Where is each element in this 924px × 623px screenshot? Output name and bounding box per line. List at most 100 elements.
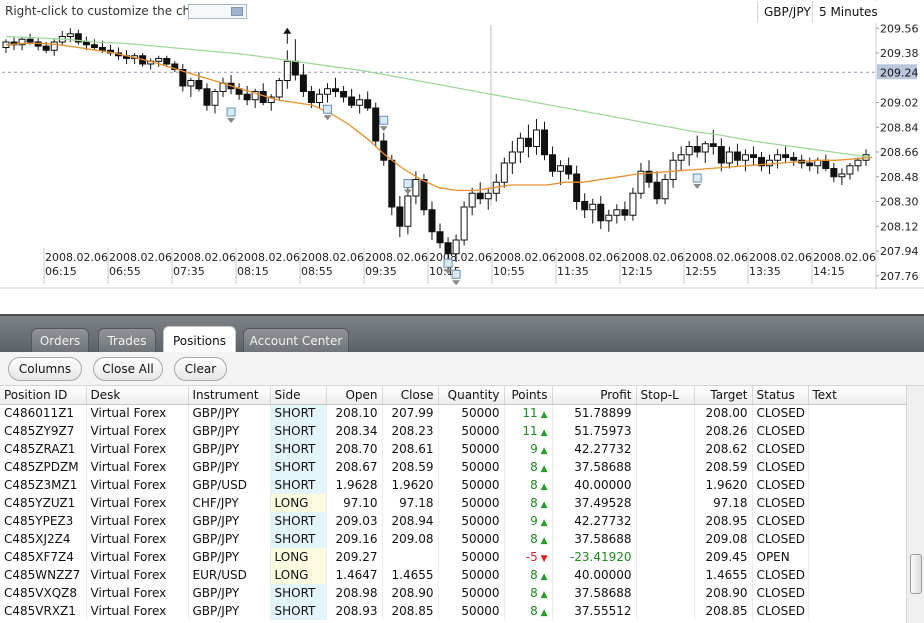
candle-up — [267, 96, 275, 103]
symbol-label[interactable]: GBP/JPY — [757, 1, 817, 23]
cell-side: SHORT — [270, 476, 327, 494]
points-value: 9 — [530, 442, 538, 456]
table-row[interactable]: C485ZY9Z7 Virtual Forex GBP/JPY SHORT 208.34… — [0, 422, 906, 440]
column-header[interactable]: Target — [694, 386, 753, 405]
cell-id: C485WNZZ7 — [0, 566, 87, 584]
price-chart[interactable]: 209.56 209.38 209.02 208.84 208.66 208.48 208.… — [0, 0, 924, 314]
cell-target: 209.08 — [694, 530, 753, 548]
timeframe-label[interactable]: 5 Minutes — [812, 1, 884, 23]
table-row[interactable]: C485WNZZ7 Virtual Forex EUR/USD LONG 1.4647 1… — [0, 566, 906, 584]
cell-status: CLOSED — [752, 404, 809, 422]
sell-marker-icon — [403, 189, 412, 195]
column-header[interactable]: Open — [326, 386, 383, 405]
cell-status: CLOSED — [752, 584, 809, 602]
candle-up — [838, 173, 846, 178]
points-value: 11 — [522, 406, 538, 421]
price-tick-label: 208.12 — [880, 220, 919, 233]
candle-up — [500, 162, 508, 183]
trade-marker-box — [379, 115, 389, 125]
tab-account-center[interactable]: Account Center — [243, 328, 349, 354]
candle-down — [42, 45, 50, 51]
tab-trades[interactable]: Trades — [98, 328, 156, 354]
cell-stop — [636, 440, 695, 458]
cell-side: LONG — [270, 566, 327, 584]
chart-options-dropdown-icon[interactable] — [231, 7, 243, 16]
column-header[interactable]: Side — [270, 386, 327, 405]
time-label-time: 08:15 — [237, 265, 269, 278]
candle-up — [508, 151, 516, 164]
chart-options-box[interactable] — [188, 4, 247, 19]
time-label-date: 2008.02.06 — [365, 251, 428, 264]
table-vertical-scrollbar[interactable] — [906, 386, 924, 623]
candle-down — [74, 33, 82, 43]
table-row[interactable]: C485XF7Z4 Virtual Forex GBP/JPY LONG 209.27 5… — [0, 548, 906, 566]
points-value: -5 — [525, 550, 538, 564]
clear-button[interactable]: Clear — [174, 357, 227, 381]
table-row[interactable]: C485Z3MZ1 Virtual Forex GBP/USD SHORT 1.9628… — [0, 476, 906, 494]
cell-points: 8 ▲ — [504, 494, 553, 512]
candle-down — [573, 173, 581, 202]
candle-up — [701, 143, 709, 153]
table-row[interactable]: C485ZRAZ1 Virtual Forex GBP/JPY SHORT 208.70… — [0, 440, 906, 458]
cell-side: SHORT — [270, 422, 327, 440]
table-row[interactable]: C485ZPDZM Virtual Forex GBP/JPY SHORT 208.67… — [0, 458, 906, 476]
tab-orders[interactable]: Orders — [31, 328, 89, 354]
cell-id: C485XJ2Z4 — [0, 530, 87, 548]
cell-target: 208.95 — [694, 512, 753, 530]
column-header[interactable]: Desk — [86, 386, 189, 405]
cell-open: 1.9628 — [326, 476, 383, 494]
table-row[interactable]: C485YPEZ3 Virtual Forex GBP/JPY SHORT 209.03… — [0, 512, 906, 530]
cell-quantity: 50000 — [438, 440, 505, 458]
candle-up — [741, 154, 749, 161]
cell-quantity: 50000 — [438, 422, 505, 440]
table-row[interactable]: C485XJ2Z4 Virtual Forex GBP/JPY SHORT 209.16… — [0, 530, 906, 548]
column-header[interactable]: Points — [504, 386, 553, 405]
cell-desk: Virtual Forex — [86, 440, 189, 458]
table-row[interactable]: C486011Z1 Virtual Forex GBP/JPY SHORT 208.10… — [0, 404, 906, 422]
cell-instrument: GBP/JPY — [188, 440, 271, 458]
table-row[interactable]: C485VRXZ1 Virtual Forex GBP/JPY SHORT 208.93… — [0, 602, 906, 620]
cell-points: -5 ▼ — [504, 548, 553, 566]
cell-text — [808, 440, 906, 458]
column-header[interactable]: Status — [752, 386, 809, 405]
cell-instrument: GBP/JPY — [188, 512, 271, 530]
cell-quantity: 50000 — [438, 530, 505, 548]
table-row[interactable]: C485YZUZ1 Virtual Forex CHF/JPY LONG 97.10 97… — [0, 494, 906, 512]
time-label-date: 2008.02.06 — [685, 251, 748, 264]
cell-open: 208.98 — [326, 584, 383, 602]
arrow-up-icon: ▲ — [537, 428, 548, 438]
candle-up — [685, 146, 693, 156]
cell-target: 208.62 — [694, 440, 753, 458]
candle-up — [356, 99, 364, 106]
cell-profit: 42.27732 — [552, 440, 637, 458]
cell-points: 11 ▲ — [504, 422, 553, 440]
table-row[interactable]: C485VXQZ8 Virtual Forex GBP/JPY SHORT 208.98… — [0, 584, 906, 602]
cell-points: 8 ▲ — [504, 458, 553, 476]
arrow-up-icon: ▲ — [537, 446, 548, 456]
column-header[interactable]: Close — [382, 386, 439, 405]
column-header[interactable]: Text — [808, 386, 906, 405]
column-header[interactable]: Position ID — [0, 386, 87, 405]
time-label-time: 06:55 — [109, 265, 141, 278]
candle-down — [299, 74, 307, 92]
cell-profit: 40.00000 — [552, 476, 637, 494]
column-header[interactable]: Instrument — [188, 386, 271, 405]
cell-profit: 42.27732 — [552, 512, 637, 530]
close-all-button[interactable]: Close All — [93, 357, 163, 381]
cell-status: CLOSED — [752, 476, 809, 494]
cell-stop — [636, 494, 695, 512]
candle-up — [155, 58, 163, 62]
candlestick-chart-svg[interactable]: 209.56 209.38 209.02 208.84 208.66 208.48 208.… — [0, 0, 924, 314]
cell-target: 209.45 — [694, 548, 753, 566]
time-label-time: 08:55 — [301, 265, 333, 278]
cell-points: 8 ▲ — [504, 530, 553, 548]
scrollbar-thumb[interactable] — [910, 554, 922, 594]
cell-desk: Virtual Forex — [86, 512, 189, 530]
tab-positions[interactable]: Positions — [163, 326, 236, 354]
column-header[interactable]: Profit — [552, 386, 637, 405]
column-header[interactable]: Stop-L — [636, 386, 695, 405]
time-label-time: 14:15 — [813, 265, 845, 278]
columns-button[interactable]: Columns — [8, 357, 82, 381]
trade-marker-box — [226, 107, 236, 117]
column-header[interactable]: Quantity — [438, 386, 505, 405]
